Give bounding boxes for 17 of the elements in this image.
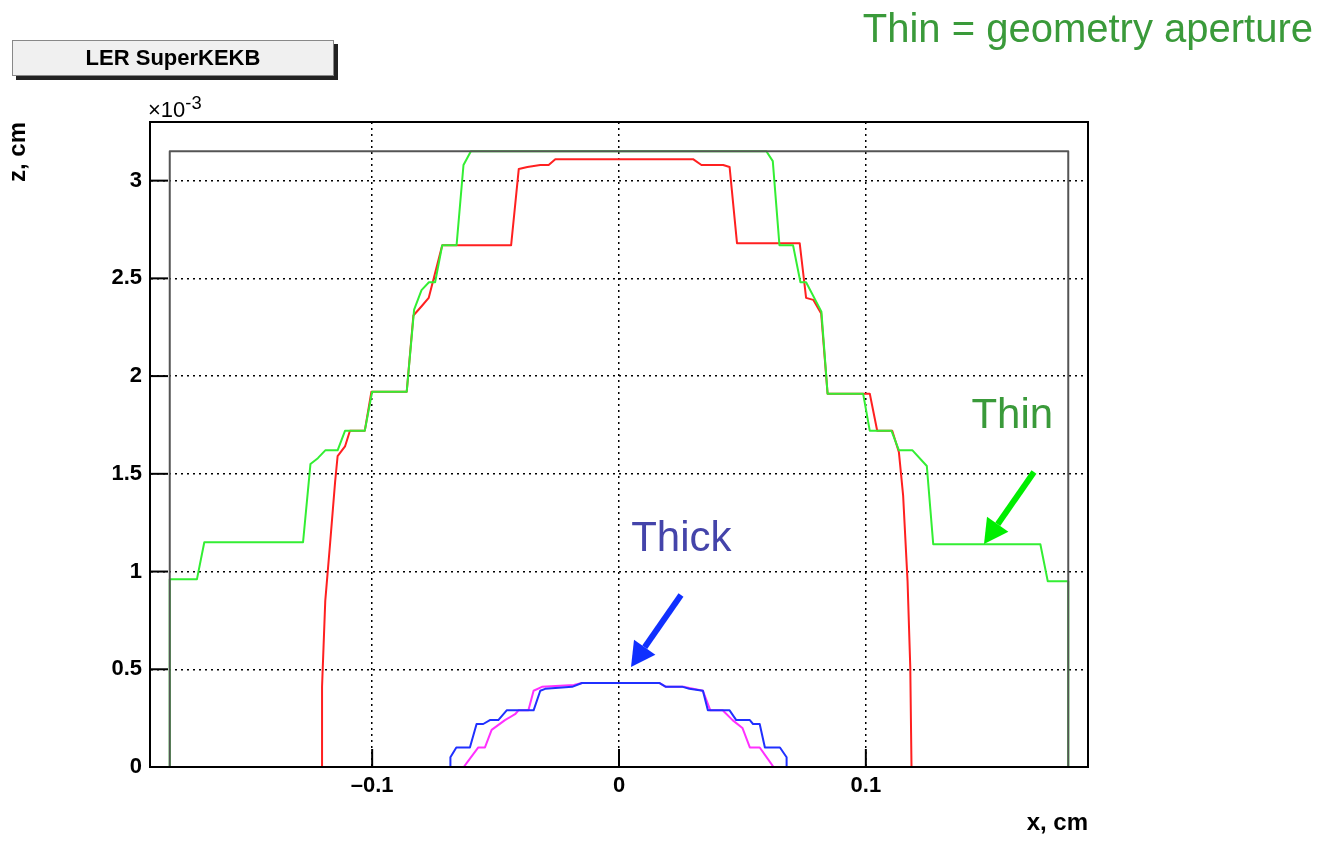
annotation: Thin bbox=[970, 390, 1055, 439]
y-tick-label: 2.5 bbox=[111, 264, 142, 290]
y-tick-label: 1 bbox=[129, 557, 142, 583]
annotation: Thick bbox=[630, 512, 733, 561]
y-tick-label: 0 bbox=[129, 753, 142, 779]
x-tick-label: 0.1 bbox=[850, 772, 882, 798]
annotation: ×10$^{-3}$ bbox=[148, 92, 202, 124]
y-tick-label: 2 bbox=[129, 362, 142, 388]
y-axis-title: z, cm bbox=[3, 122, 31, 183]
x-tick-label: 0 bbox=[612, 772, 626, 798]
text: Thin = geometry aperture bbox=[862, 6, 1313, 51]
chart-title: LER SuperKEKB bbox=[12, 40, 334, 76]
x-axis-title: x, cm bbox=[1026, 808, 1088, 836]
y-tick-label: 1.5 bbox=[111, 459, 142, 485]
y-tick-label: 3 bbox=[129, 166, 142, 192]
y-tick-label: 0.5 bbox=[111, 655, 142, 681]
x-tick-label: –0.1 bbox=[350, 772, 394, 798]
